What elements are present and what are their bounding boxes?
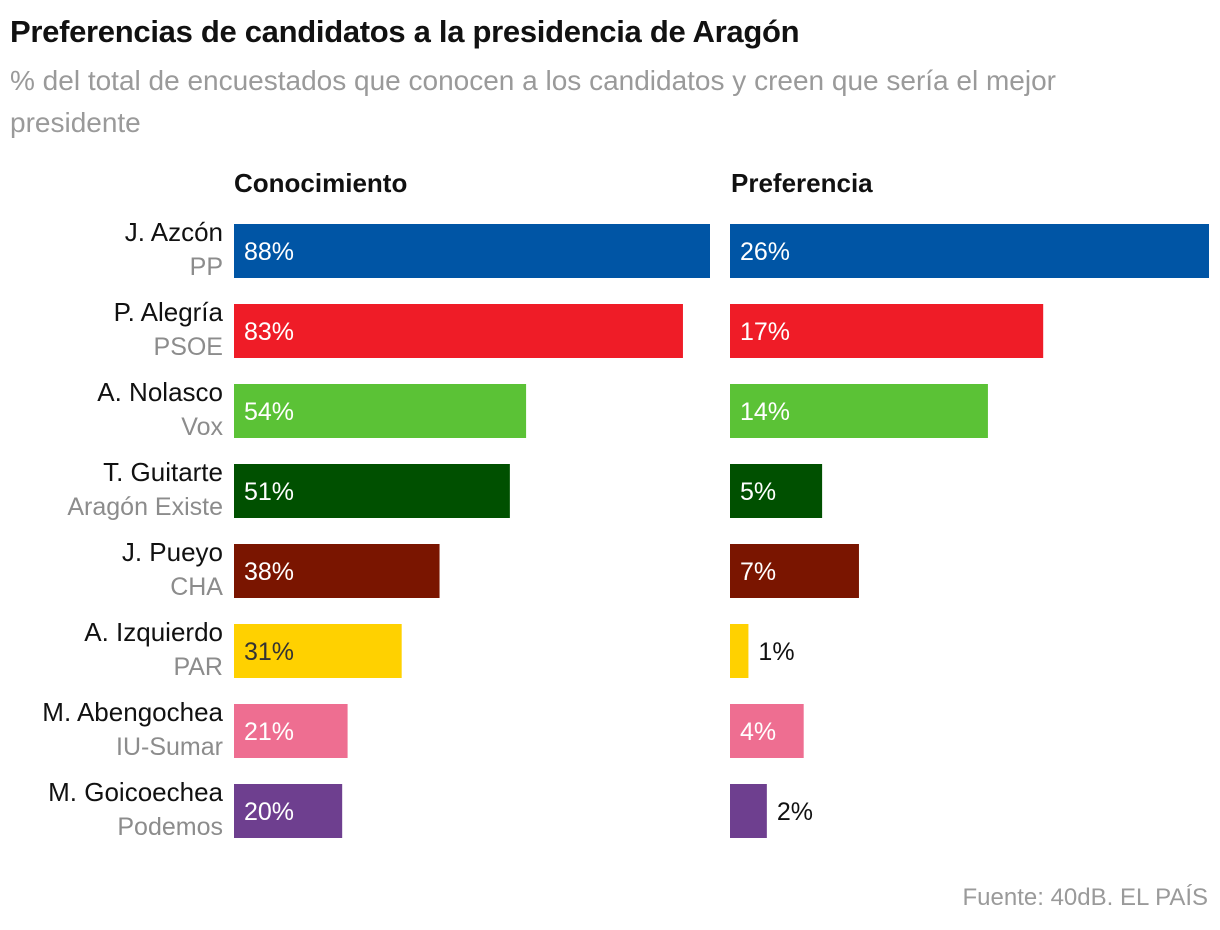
party-label-p-alegr-a: PSOE — [154, 333, 223, 361]
party-label-t-guitarte: Aragón Existe — [67, 493, 223, 521]
party-label-j-pueyo: CHA — [170, 573, 223, 601]
panel-title-conocimiento: Conocimiento — [234, 168, 408, 198]
party-label-a-nolasco: Vox — [181, 413, 223, 441]
value-label-preferencia-t-guitarte: 5% — [740, 478, 776, 506]
value-label-conocimiento-j-pueyo: 38% — [244, 558, 294, 586]
value-label-conocimiento-j-azc-n: 88% — [244, 238, 294, 266]
candidate-name-a-nolasco: A. Nolasco — [97, 377, 223, 407]
party-label-m-goicoechea: Podemos — [117, 813, 223, 841]
value-label-conocimiento-a-nolasco: 54% — [244, 398, 294, 426]
bar-conocimiento-a-izquierdo — [234, 624, 402, 678]
bar-conocimiento-j-azc-n — [234, 224, 710, 278]
panel-title-preferencia: Preferencia — [731, 168, 873, 198]
bar-preferencia-m-abengochea — [730, 704, 804, 758]
chart-title: Preferencias de candidatos a la presiden… — [10, 14, 800, 49]
value-label-preferencia-a-nolasco: 14% — [740, 398, 790, 426]
value-label-preferencia-j-pueyo: 7% — [740, 558, 776, 586]
bar-preferencia-p-alegr-a — [730, 304, 1044, 358]
value-label-preferencia-p-alegr-a: 17% — [740, 318, 790, 346]
bar-conocimiento-m-goicoechea — [234, 784, 343, 838]
bar-conocimiento-a-nolasco — [234, 384, 527, 438]
bar-conocimiento-p-alegr-a — [234, 304, 683, 358]
bar-preferencia-m-goicoechea — [730, 784, 767, 838]
source-note: Fuente: 40dB. EL PAÍS — [962, 884, 1208, 911]
value-label-preferencia-j-azc-n: 26% — [740, 238, 790, 266]
value-label-preferencia-m-goicoechea: 2% — [777, 798, 813, 826]
value-label-preferencia-a-izquierdo: 1% — [758, 638, 794, 666]
bar-conocimiento-m-abengochea — [234, 704, 348, 758]
bar-conocimiento-j-pueyo — [234, 544, 440, 598]
value-label-preferencia-m-abengochea: 4% — [740, 718, 776, 746]
party-label-a-izquierdo: PAR — [173, 653, 223, 681]
bar-preferencia-j-pueyo — [730, 544, 859, 598]
chart-subtitle: % del total de encuestados que conocen a… — [10, 65, 1056, 138]
bar-preferencia-a-nolasco — [730, 384, 988, 438]
candidate-name-m-goicoechea: M. Goicoechea — [48, 777, 223, 807]
bar-preferencia-a-izquierdo — [730, 624, 749, 678]
candidate-name-t-guitarte: T. Guitarte — [103, 457, 223, 487]
value-label-conocimiento-p-alegr-a: 83% — [244, 318, 294, 346]
bar-preferencia-t-guitarte — [730, 464, 823, 518]
party-label-m-abengochea: IU-Sumar — [116, 733, 223, 761]
value-label-conocimiento-m-abengochea: 21% — [244, 718, 294, 746]
bar-conocimiento-t-guitarte — [234, 464, 510, 518]
candidate-name-j-azc-n: J. Azcón — [125, 217, 223, 247]
candidate-name-m-abengochea: M. Abengochea — [42, 697, 223, 727]
value-label-conocimiento-m-goicoechea: 20% — [244, 798, 294, 826]
bar-preferencia-j-azc-n — [730, 224, 1209, 278]
candidate-name-j-pueyo: J. Pueyo — [122, 537, 223, 567]
candidate-name-a-izquierdo: A. Izquierdo — [84, 617, 223, 647]
value-label-conocimiento-t-guitarte: 51% — [244, 478, 294, 506]
value-label-conocimiento-a-izquierdo: 31% — [244, 638, 294, 666]
party-label-j-azc-n: PP — [190, 253, 223, 281]
candidate-name-p-alegr-a: P. Alegría — [114, 297, 224, 327]
